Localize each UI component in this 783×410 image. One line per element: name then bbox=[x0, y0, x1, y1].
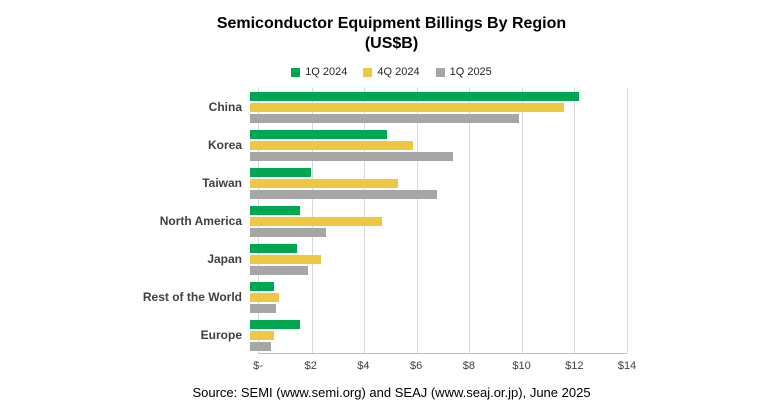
category-label: North America bbox=[159, 214, 242, 228]
bar-1q-2025 bbox=[250, 151, 453, 161]
legend-item: 1Q 2025 bbox=[435, 66, 492, 78]
bar-4q-2024 bbox=[250, 254, 322, 264]
gridline bbox=[469, 88, 471, 353]
bar-4q-2024 bbox=[250, 292, 279, 302]
bar-group bbox=[250, 88, 619, 126]
x-tick-label: $8 bbox=[462, 360, 475, 372]
legend-swatch-icon bbox=[291, 67, 301, 77]
bar-1q-2024 bbox=[250, 319, 301, 329]
legend: 1Q 2024 4Q 2024 1Q 2025 bbox=[0, 66, 783, 78]
category-label: China bbox=[208, 100, 242, 114]
gridline bbox=[627, 88, 628, 353]
bar-4q-2024 bbox=[250, 140, 414, 150]
bar-1q-2024 bbox=[250, 167, 311, 177]
category-row: Taiwan bbox=[0, 164, 783, 202]
bar-4q-2024 bbox=[250, 102, 564, 112]
legend-item: 1Q 2024 bbox=[291, 66, 347, 78]
chart-title-line2: (US$B) bbox=[364, 35, 419, 52]
chart-title: Semiconductor Equipment Billings By Regi… bbox=[0, 0, 783, 54]
x-tick-label: $- bbox=[253, 360, 263, 372]
bar-4q-2024 bbox=[250, 330, 274, 340]
legend-label: 1Q 2024 bbox=[305, 66, 348, 78]
x-tick-label: $4 bbox=[357, 360, 370, 372]
gridline bbox=[574, 88, 576, 353]
category-row: Europe bbox=[0, 316, 783, 354]
category-row: China bbox=[0, 88, 783, 126]
source-note: Source: SEMI (www.semi.org) and SEAJ (ww… bbox=[192, 385, 591, 400]
x-tick-label: $10 bbox=[512, 360, 531, 372]
legend-label: 4Q 2024 bbox=[377, 66, 420, 78]
bar-1q-2025 bbox=[250, 227, 327, 237]
bar-group bbox=[250, 240, 619, 278]
chart-title-line1: Semiconductor Equipment Billings By Regi… bbox=[216, 15, 567, 32]
legend-label: 1Q 2025 bbox=[449, 66, 492, 78]
legend-item: 4Q 2024 bbox=[363, 66, 420, 78]
category-row: Korea bbox=[0, 126, 783, 164]
bar-4q-2024 bbox=[250, 178, 398, 188]
x-tick-label: $12 bbox=[565, 360, 584, 372]
bar-chart: China Korea Taiwan North America Japan Rest o… bbox=[0, 88, 783, 378]
x-tick-label: $6 bbox=[410, 360, 423, 372]
bar-group bbox=[250, 278, 619, 316]
gridline bbox=[416, 88, 418, 353]
bar-1q-2024 bbox=[250, 281, 274, 291]
category-label: Japan bbox=[207, 252, 242, 266]
category-label: Korea bbox=[207, 138, 242, 152]
bar-1q-2024 bbox=[250, 243, 298, 253]
category-row: Japan bbox=[0, 240, 783, 278]
bar-1q-2024 bbox=[250, 205, 301, 215]
bar-group bbox=[250, 126, 619, 164]
bar-group bbox=[250, 202, 619, 240]
bar-4q-2024 bbox=[250, 216, 382, 226]
bar-1q-2025 bbox=[250, 303, 277, 313]
category-row: North America bbox=[0, 202, 783, 240]
legend-swatch-icon bbox=[363, 67, 373, 77]
x-axis: $- $2 $4 $6 $8 $10 $12 $14 bbox=[253, 360, 636, 376]
category-label: Taiwan bbox=[202, 176, 242, 190]
bar-1q-2024 bbox=[250, 129, 388, 139]
category-label: Europe bbox=[200, 328, 242, 342]
gridline bbox=[521, 88, 523, 353]
rows: China Korea Taiwan North America Japan Rest o… bbox=[0, 88, 783, 354]
category-row: Rest of the World bbox=[0, 278, 783, 316]
bar-1q-2025 bbox=[250, 189, 438, 199]
bar-group bbox=[250, 164, 619, 202]
x-tick-label: $2 bbox=[304, 360, 317, 372]
bar-1q-2024 bbox=[250, 91, 580, 101]
legend-swatch-icon bbox=[435, 67, 445, 77]
category-label: Rest of the World bbox=[142, 290, 242, 304]
bar-1q-2025 bbox=[250, 113, 519, 123]
bar-1q-2025 bbox=[250, 265, 308, 275]
bar-group bbox=[250, 316, 619, 354]
x-tick-label: $14 bbox=[617, 360, 637, 372]
bar-1q-2025 bbox=[250, 341, 272, 351]
